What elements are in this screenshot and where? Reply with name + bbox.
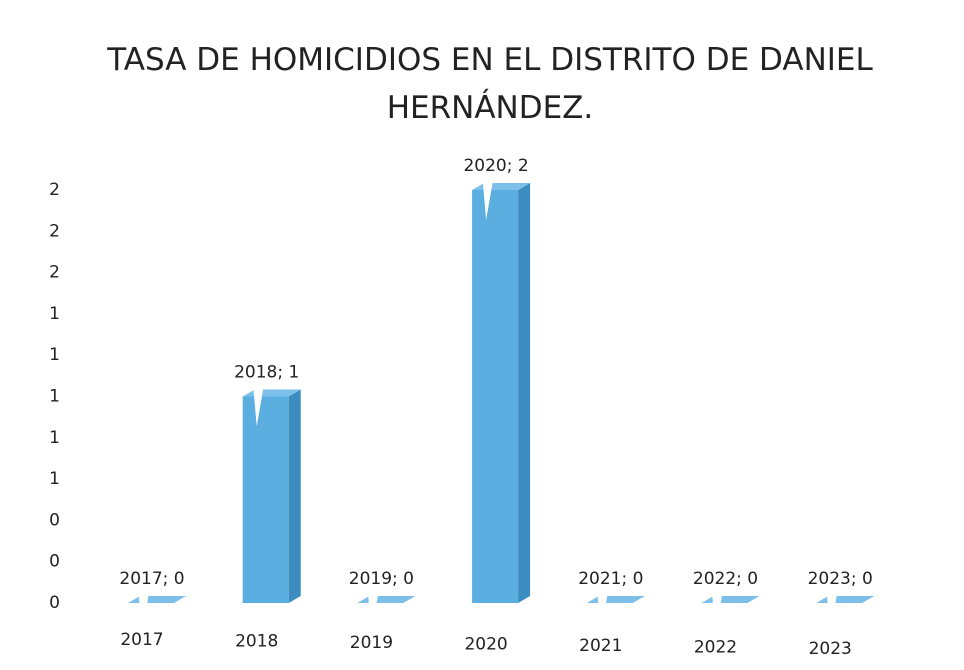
x-tick-label: 2019 [350, 633, 393, 653]
label-pointer [482, 174, 495, 220]
label-pointer [138, 587, 150, 633]
y-tick-label: 2 [49, 263, 60, 283]
bar-side [518, 183, 531, 603]
label-box [110, 566, 194, 592]
y-tick-label: 2 [49, 180, 60, 200]
label-box [224, 359, 309, 386]
bar [242, 396, 289, 603]
x-tick-label: 2020 [464, 635, 507, 655]
data-label: 2021; 0 [578, 569, 643, 589]
bar-top [586, 596, 645, 603]
y-tick-label: 2 [49, 221, 60, 241]
label-box [568, 566, 653, 592]
data-label: 2018; 1 [234, 363, 299, 383]
x-tick-label: 2018 [235, 632, 278, 652]
bar-top [816, 596, 875, 603]
y-tick-label: 0 [49, 510, 60, 530]
x-tick-label: 2017 [120, 630, 163, 650]
x-tick-label: 2023 [809, 639, 852, 659]
bar-top [701, 596, 760, 603]
label-box [683, 566, 768, 592]
label-box [339, 566, 424, 592]
bar-top [128, 596, 186, 603]
y-tick-label: 0 [49, 593, 60, 613]
label-pointer [826, 587, 839, 633]
label-box [454, 153, 539, 179]
chart-title: TASA DE HOMICIDIOS EN EL DISTRITO DE DAN… [107, 42, 873, 126]
y-tick-label: 1 [49, 428, 60, 448]
x-tick-label: 2022 [694, 638, 737, 658]
y-tick-label: 0 [49, 552, 60, 572]
y-tick-label: 1 [49, 469, 60, 489]
y-tick-label: 1 [49, 345, 60, 365]
y-tick-label: 1 [49, 387, 60, 407]
x-tick-label: 2021 [579, 636, 622, 656]
y-tick-label: 1 [49, 304, 60, 324]
bar-top [357, 596, 416, 603]
label-pointer [252, 380, 265, 427]
label-box [798, 566, 883, 592]
data-label: 2017; 0 [119, 569, 184, 589]
label-pointer [711, 587, 724, 633]
label-pointer [367, 587, 380, 633]
data-label: 2023; 0 [808, 569, 873, 589]
label-pointer [596, 587, 609, 633]
data-label: 2019; 0 [349, 569, 414, 589]
bar [472, 190, 519, 603]
data-label: 2020; 2 [463, 156, 528, 176]
data-label: 2022; 0 [693, 569, 758, 589]
bar-side [288, 389, 301, 603]
